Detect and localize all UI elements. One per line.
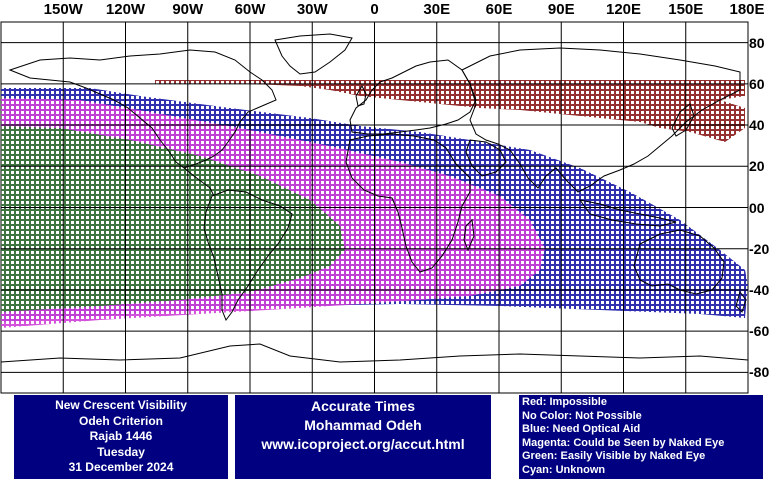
date-line: 31 December 2024: [68, 460, 174, 474]
latitude-label: 40: [749, 117, 765, 134]
info-panel-middle: Accurate Times Mohammad Odeh www.icoproj…: [235, 395, 491, 479]
program-line: Accurate Times: [310, 398, 415, 414]
latitude-label: 80: [749, 34, 765, 51]
legend-green: Green: Easily Visible by Naked Eye: [522, 450, 706, 462]
info-panel-left: New Crescent Visibility Odeh Criterion R…: [14, 395, 228, 479]
coast-indonesia: [578, 199, 677, 227]
zone-green-easily-visible: [1, 126, 345, 312]
hijri-month-line: Rajab 1446: [89, 429, 153, 443]
coast-antarctica: [0, 343, 749, 363]
longitude-label: 90W: [172, 1, 204, 18]
longitude-label: 180E: [729, 1, 765, 18]
longitude-label: 0: [370, 1, 379, 18]
latitude-label: 20: [749, 158, 765, 175]
coast-japan: [671, 103, 695, 137]
title-line: New Crescent Visibility: [55, 398, 187, 412]
graticule: [1, 22, 748, 393]
legend-no-color: No Color: Not Possible: [522, 409, 642, 422]
legend-cyan: Cyan: Unknown: [522, 463, 606, 476]
longitude-label: 60E: [485, 1, 513, 18]
latitude-label: -80: [749, 364, 770, 381]
criterion-line: Odeh Criterion: [78, 413, 163, 428]
weekday-line: Tuesday: [97, 444, 145, 459]
legend-blue: Blue: Need Optical Aid: [522, 423, 641, 435]
coast-arabia: [465, 139, 507, 177]
coast-madagascar: [463, 218, 475, 252]
coast-north-america: [8, 49, 277, 169]
legend-magenta: Magenta: Could be Seen by Naked Eye: [522, 436, 725, 449]
world-map: [0, 21, 749, 394]
coast-british-isles: [355, 84, 367, 107]
longitude-label: 120W: [105, 1, 146, 18]
legend-panel: Red: Impossible No Color: Not Possible B…: [519, 395, 763, 479]
longitude-label: 120E: [605, 1, 642, 18]
longitude-label: 30E: [423, 1, 451, 18]
website-line: www.icoproject.org/accut.html: [261, 436, 465, 452]
latitude-label: -40: [749, 281, 770, 298]
latitude-label: -60: [749, 323, 770, 340]
coast-asia: [461, 47, 741, 193]
coast-central-america: [183, 167, 215, 197]
latitude-label: -20: [749, 240, 770, 257]
coastlines: [0, 33, 749, 363]
legend-red: Red: Impossible: [522, 396, 607, 408]
author-line: Mohammad Odeh: [304, 417, 422, 433]
longitude-label: 30W: [296, 1, 328, 18]
latitude-label: 60: [749, 75, 765, 92]
coast-africa: [345, 133, 471, 273]
coast-new-zealand: [735, 290, 747, 313]
longitude-label: 150W: [43, 1, 83, 18]
zone-red-impossible: [155, 80, 745, 142]
longitude-label: 150E: [668, 1, 704, 18]
longitude-label: 90E: [547, 1, 575, 18]
latitude-label: 00: [749, 199, 765, 216]
coast-australia: [633, 229, 725, 295]
coast-greenland: [274, 33, 353, 75]
longitude-label: 60W: [234, 1, 266, 18]
coast-south-america: [203, 189, 293, 322]
